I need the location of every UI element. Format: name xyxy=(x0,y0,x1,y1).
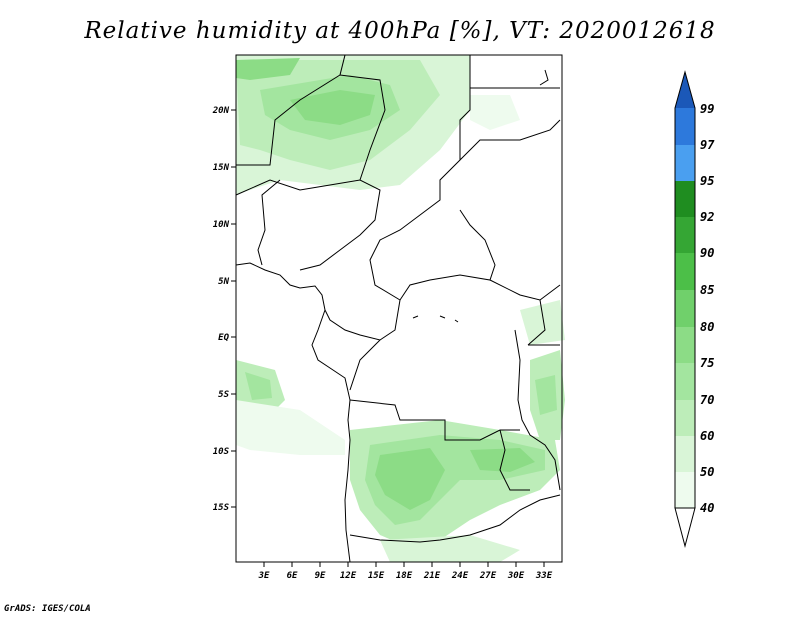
colorbar-top-arrow xyxy=(675,72,695,108)
lat-label: 5S xyxy=(218,390,229,400)
lat-axis: 20N 15N 10N 5N EQ 5S 10S 15S xyxy=(212,106,236,513)
colorbar-segment xyxy=(675,400,695,436)
colorbar-segment xyxy=(675,472,695,508)
colorbar-label: 85 xyxy=(700,283,714,297)
colorbar-label: 90 xyxy=(700,246,714,260)
colorbar-label: 70 xyxy=(700,393,714,407)
lat-label: EQ xyxy=(218,333,229,343)
colorbar-label: 60 xyxy=(700,429,714,443)
colorbar-label: 97 xyxy=(700,138,715,152)
lat-label: 5N xyxy=(218,277,229,287)
map-frame xyxy=(235,54,563,563)
lon-label: 12E xyxy=(340,571,357,581)
colorbar-label: 50 xyxy=(700,465,714,479)
lon-axis: 3E 6E 9E 12E 15E 18E 21E 24E 27E 30E 33E xyxy=(258,562,553,581)
colorbar: 40 50 60 70 75 80 85 90 92 95 97 99 xyxy=(674,70,715,548)
colorbar-segment xyxy=(675,436,695,472)
colorbar-segment xyxy=(675,181,695,217)
colorbar-segment xyxy=(675,253,695,290)
lat-label: 10N xyxy=(213,220,230,230)
coastlines-and-borders xyxy=(235,54,561,563)
grads-credit: GrADS: IGES/COLA xyxy=(4,604,91,614)
colorbar-segment xyxy=(675,108,695,145)
lon-label: 30E xyxy=(507,571,525,581)
chart-title: Relative humidity at 400hPa [%], VT: 202… xyxy=(84,18,716,44)
colorbar-segment xyxy=(675,327,695,363)
lon-label: 9E xyxy=(315,571,326,581)
colorbar-label: 40 xyxy=(700,501,714,515)
lon-label: 3E xyxy=(258,571,270,581)
lon-label: 6E xyxy=(287,571,298,581)
lon-label: 27E xyxy=(479,571,497,581)
lon-label: 24E xyxy=(451,571,469,581)
lon-label: 21E xyxy=(423,571,441,581)
colorbar-label: 92 xyxy=(700,210,714,224)
lon-label: 33E xyxy=(535,571,553,581)
colorbar-segment xyxy=(675,363,695,400)
lat-label: 15N xyxy=(213,163,230,173)
lon-label: 15E xyxy=(368,571,385,581)
lat-label: 20N xyxy=(212,106,230,116)
colorbar-label: 99 xyxy=(700,102,714,116)
colorbar-label: 75 xyxy=(700,356,714,370)
colorbar-segment xyxy=(675,290,695,327)
lat-label: 15S xyxy=(213,503,230,513)
colorbar-label: 95 xyxy=(700,174,714,188)
lon-label: 18E xyxy=(396,571,413,581)
colorbar-bottom-arrow xyxy=(674,507,696,548)
colorbar-label: 80 xyxy=(700,320,714,334)
colorbar-segment xyxy=(675,145,695,181)
lat-label: 10S xyxy=(213,447,230,457)
humidity-shading xyxy=(236,55,565,562)
colorbar-segment xyxy=(675,217,695,253)
